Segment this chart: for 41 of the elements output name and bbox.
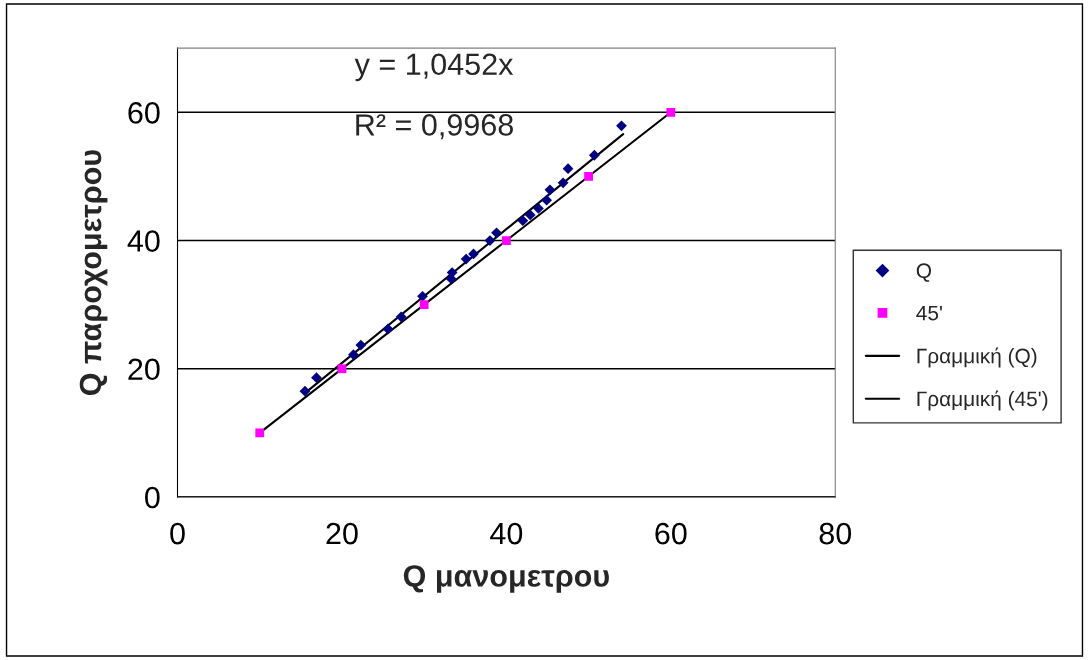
point	[419, 300, 429, 310]
point	[533, 203, 544, 214]
legend-label: Q	[916, 263, 932, 282]
point	[337, 364, 347, 374]
x-tick-label: 0	[170, 522, 185, 545]
point	[382, 323, 394, 335]
point	[666, 107, 676, 117]
y-axis-title: Q παροχομετρου	[79, 150, 108, 396]
legend-label: 45'	[916, 305, 942, 321]
annotation: R² = 0,9968	[356, 114, 513, 140]
point	[395, 311, 407, 323]
x-axis-title: Q μανομετρου	[403, 565, 609, 593]
legend-label: Γραμμική (45')	[917, 390, 1048, 411]
point	[255, 428, 265, 438]
point	[355, 339, 367, 351]
x-tick-label: 80	[819, 522, 852, 545]
point	[348, 349, 359, 361]
y-tick-label: 40	[127, 230, 160, 252]
point	[616, 120, 627, 132]
point	[417, 290, 428, 302]
point	[544, 184, 556, 196]
point	[584, 172, 593, 181]
point	[541, 194, 553, 206]
point	[557, 177, 569, 189]
y-tick-label: 20	[128, 358, 160, 381]
point	[491, 227, 502, 239]
point	[311, 372, 322, 384]
point	[460, 253, 472, 265]
point	[299, 385, 311, 397]
point	[517, 215, 529, 227]
y-tick-label: 0	[145, 486, 160, 509]
y-tick-label: 60	[128, 102, 160, 124]
x-tick-label: 60	[655, 522, 687, 545]
point	[524, 209, 536, 221]
point	[562, 163, 574, 175]
x-tick-label: 20	[326, 522, 358, 545]
x-tick-label: 40	[490, 522, 523, 545]
point	[588, 149, 600, 161]
point	[501, 236, 511, 245]
legend-label: Γραμμική (Q)	[917, 347, 1037, 368]
annotation: y = 1,0452x	[354, 53, 514, 82]
